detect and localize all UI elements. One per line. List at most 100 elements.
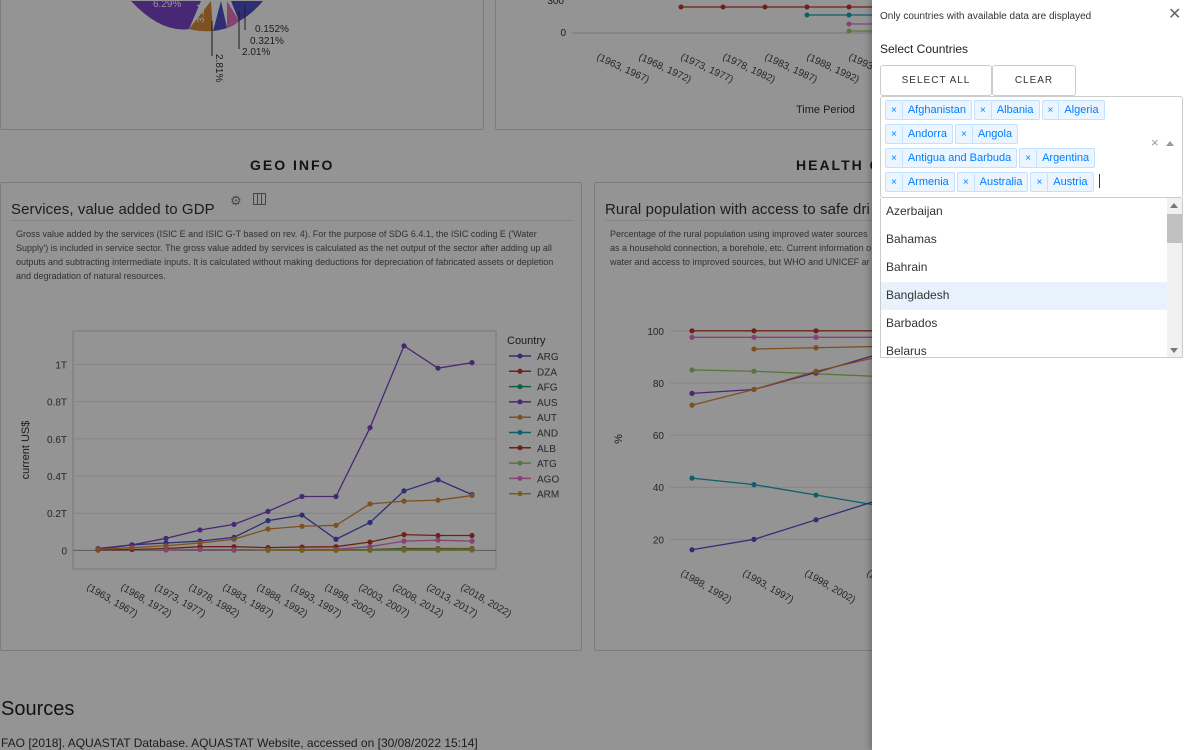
legend-marker (517, 445, 523, 451)
remove-tag-icon[interactable]: × (975, 102, 992, 120)
data-point (163, 535, 169, 541)
drawer-note: Only countries with available data are d… (880, 11, 1092, 22)
scroll-up-arrow[interactable] (1170, 203, 1178, 208)
tag-label: Argentina (1042, 152, 1090, 164)
data-point (333, 547, 339, 553)
data-point (435, 546, 441, 552)
data-point (435, 477, 441, 483)
legend-entry: ALB (537, 444, 556, 455)
legend-marker (517, 368, 523, 374)
scroll-thumb[interactable] (1167, 214, 1182, 243)
selected-country-tag: × Armenia (885, 172, 955, 192)
remove-tag-icon[interactable]: × (958, 174, 975, 192)
close-icon[interactable]: ✕ (1168, 6, 1182, 23)
modal-backdrop[interactable] (0, 0, 872, 750)
legend-entry: AND (537, 429, 558, 440)
pie-label: 2.01% (242, 47, 270, 58)
data-point (813, 517, 819, 523)
selected-country-tag: × Argentina (1019, 148, 1096, 168)
rural-water-card: Rural population with access to safe dri… (594, 182, 895, 651)
legend-entry: AFG (537, 383, 558, 394)
country-option[interactable]: Azerbaijan (886, 204, 943, 218)
country-multiselect[interactable]: × Afghanistan × Albania × Algeria × Andorra × Ang… (880, 96, 1183, 198)
remove-tag-icon[interactable]: × (886, 150, 903, 168)
data-point (299, 523, 305, 529)
remove-tag-icon[interactable]: × (886, 126, 903, 144)
selected-country-tag: × Afghanistan (885, 100, 972, 120)
dropdown-scrollbar[interactable] (1167, 198, 1182, 357)
y-tick-label: 0.6T (47, 435, 67, 446)
country-option[interactable]: Bangladesh (881, 282, 1167, 310)
remove-tag-icon[interactable]: × (1043, 102, 1060, 120)
country-option[interactable]: Bahamas (886, 232, 937, 246)
tag-label: Afghanistan (907, 104, 966, 116)
data-point (469, 492, 475, 499)
scroll-down-arrow[interactable] (1170, 348, 1178, 353)
country-option[interactable]: Belarus (886, 344, 927, 358)
data-point (401, 532, 407, 538)
series-line (97, 479, 473, 551)
remove-tag-icon[interactable]: × (1031, 174, 1049, 192)
y-tick-label: 0.4T (47, 472, 67, 483)
legend-title: Country (507, 335, 546, 347)
legend-entry: ARM (537, 490, 559, 501)
data-point (401, 343, 407, 349)
select-all-button[interactable]: SELECT ALL (880, 65, 992, 96)
remove-tag-icon[interactable]: × (886, 174, 903, 192)
tag-label: Antigua and Barbuda (907, 152, 1012, 164)
data-point (751, 482, 757, 488)
sources-title: Sources (1, 698, 75, 720)
data-point (435, 537, 441, 543)
clear-selection-icon[interactable]: × (1151, 135, 1159, 150)
data-point (689, 367, 695, 373)
pie-label: 0.152% (255, 24, 289, 35)
data-point (367, 539, 373, 545)
data-point (751, 536, 757, 542)
data-point (751, 346, 757, 352)
gear-icon[interactable]: ⚙ (230, 193, 242, 208)
y-tick-label: 40 (653, 483, 665, 494)
series-line (97, 344, 473, 550)
remove-tag-icon[interactable]: × (886, 102, 903, 120)
data-point (333, 536, 339, 542)
clear-button[interactable]: CLEAR (992, 65, 1076, 96)
y-tick-label: 0.8T (47, 398, 67, 409)
pie-label: 0.321% (250, 36, 284, 47)
data-point (689, 390, 695, 396)
remove-tag-icon[interactable]: × (1020, 150, 1038, 168)
legend-marker (517, 475, 523, 481)
data-point (751, 334, 757, 340)
data-point (401, 546, 407, 552)
country-option[interactable]: Bahrain (886, 260, 928, 274)
legend-marker (517, 353, 523, 359)
data-point (751, 386, 757, 393)
data-point (435, 497, 441, 503)
y-tick-label: 0.2T (47, 509, 67, 520)
data-point (299, 512, 305, 518)
data-point (333, 522, 339, 528)
plot-frame (72, 330, 497, 570)
tag-label: Algeria (1064, 104, 1099, 116)
y-tick-label: 80 (653, 379, 665, 390)
data-point (751, 328, 757, 334)
search-input-cursor[interactable] (1098, 174, 1100, 189)
legend-marker (517, 430, 523, 435)
data-point (197, 527, 203, 533)
y-tick-label: 60 (653, 431, 665, 442)
select-countries-label: Select Countries (880, 42, 969, 56)
y-axis-title: % (613, 434, 625, 444)
columns-icon[interactable] (253, 193, 266, 208)
legend-entry: AUS (537, 398, 558, 409)
chevron-up-icon[interactable] (1166, 141, 1174, 146)
data-point (401, 488, 407, 494)
data-point (265, 508, 271, 514)
pie-slice (213, 1, 227, 31)
remove-tag-icon[interactable]: × (956, 126, 973, 144)
selected-country-tag: × Andorra (885, 124, 953, 144)
selected-country-tag: × Antigua and Barbuda (885, 148, 1018, 168)
country-option[interactable]: Barbados (886, 316, 938, 330)
tag-label: Austria (1053, 176, 1088, 188)
y-tick-label: 0 (560, 28, 566, 39)
data-point (751, 368, 757, 374)
